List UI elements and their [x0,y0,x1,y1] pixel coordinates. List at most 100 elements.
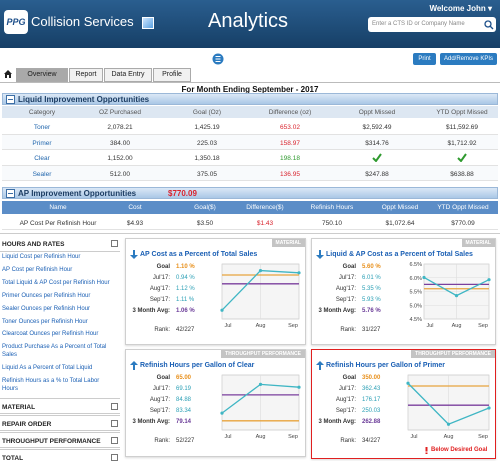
trend-arrow [130,361,138,370]
rank-value: 34/227 [362,438,381,444]
header-bar: PPG Collision Services Analytics Welcome Jo… [0,0,500,48]
metric-value: 1.12 % [176,286,195,292]
metric-value: 1.06 % [176,308,195,314]
table-cell: $247.88 [365,170,389,178]
metric-label: Sep'17: [149,297,170,303]
metric-value: 5.35 % [362,286,381,292]
y-tick-label: 5.5% [409,290,422,296]
sidebar-section[interactable]: REPAIR ORDER [0,415,120,431]
monthly-point [297,385,301,389]
sidebar-link[interactable]: Clearcoat Ounces per Refinish Hour [2,331,99,338]
metric-label: Aug'17: [335,397,356,403]
x-tick-label: Aug [444,434,454,440]
tab-rule [0,82,500,83]
product-name: Collision Services [31,14,134,29]
metric-value: 1.11 % [176,297,195,303]
table-row [2,119,498,135]
sidebar-section[interactable]: HOURS AND RATES [0,236,120,252]
tab[interactable]: Report [69,68,103,82]
sidebar-link[interactable]: Sealer Ounces per Refinish Hour [2,305,91,312]
sidebar-link[interactable]: Liquid As a Percent of Total Liquid [2,365,93,372]
rank-label: Rank: [340,438,356,444]
table-cell: $638.88 [450,170,474,178]
trend-arrow [130,250,138,259]
sidebar-link[interactable]: Refinish Hours as a % to Total Labor Hou… [2,378,100,393]
mini-chart: 6.5% 6.0% 5.5% 5.0% 4.5% Jul Aug Sep [409,262,491,329]
search-box[interactable]: Enter a CTS ID or Company Name [368,17,496,32]
metric-label: Goal [342,375,356,381]
table-cell: 225.03 [197,139,217,147]
search-glass [484,20,492,28]
sidebar: HOURS AND RATES Liquid Cost per Refinish … [0,236,120,461]
toggle-box [111,454,118,461]
x-tick-label: Jul [224,323,231,329]
section-total: $770.09 [168,189,197,198]
x-tick-label: Sep [478,434,488,440]
x-tick-label: Sep [288,434,298,440]
column-header: Goal (Oz) [192,109,222,116]
metric-value: 83.34 [176,408,192,414]
x-tick-label: Jul [426,323,433,329]
sidebar-section-title: THROUGHPUT PERFORMANCE [2,438,101,445]
home-icon [4,70,12,78]
y-tick-label: 4.5% [409,317,422,323]
table-cell: 2,078.21 [107,124,133,131]
monthly-point [220,411,224,415]
kpi-card[interactable]: THROUGHPUT PERFORMANCE Refinish Hours per… [311,349,496,459]
sidebar-section[interactable]: MATERIAL [0,398,120,414]
sidebar-link[interactable]: AP Cost per Refinish Hour [2,266,73,273]
sidebar-link[interactable]: Primer Ounces per Refinish Hour [2,292,91,299]
table-header [2,106,498,118]
button[interactable]: Print [413,53,436,65]
table-cell: $4.93 [126,220,144,227]
arrow-shape [316,361,324,370]
kpi-card[interactable]: THROUGHPUT PERFORMANCE Refinish Hours per… [125,349,306,457]
row-category: Toner [33,124,51,131]
sidebar-link[interactable]: Total Liquid & AP Cost per Refinish Hour [2,279,110,286]
metric-label: Aug'17: [149,397,170,403]
tab[interactable]: Data Entry [104,68,152,82]
section-toggle [111,403,118,410]
metric-label: Jul'17: [152,386,170,392]
column-header: Name [49,204,67,211]
table-cell: $11,592.69 [445,124,479,131]
check-icon [457,153,467,162]
sidebar-section[interactable]: TOTAL [0,449,120,461]
table-cell: $1,072.64 [385,220,415,227]
kpi-card[interactable]: MATERIAL Liquid & AP Cost as a Percent of… [311,238,496,345]
kpi-card[interactable]: MATERIAL AP Cost as a Percent of Total Sa… [125,238,306,345]
sidebar-section[interactable]: THROUGHPUT PERFORMANCE [0,432,120,448]
search-icon [484,20,494,30]
collapse-icon [6,95,15,104]
column-header: Oppt Missed [381,204,419,211]
card-badge: MATERIAL [271,239,305,247]
metric-label: 3 Month Avg: [132,308,170,314]
monthly-point [297,271,301,275]
x-tick-label: Aug [256,434,266,440]
toggle-box [111,420,118,427]
metric-value: 84.88 [176,397,192,403]
tab[interactable]: Profile [153,68,191,82]
column-header: Goal($) [194,204,216,211]
column-header: Oppt Missed [358,109,396,116]
button[interactable]: Add/Remove KPIs [440,53,497,65]
sidebar-link[interactable]: Toner Ounces per Refinish Hour [2,318,88,325]
rank-value: 52/227 [176,438,195,444]
metric-label: 3 Month Avg: [318,308,356,314]
sidebar-link[interactable]: Product Purchase As a Percent of Total S… [2,344,107,359]
metric-label: Jul'17: [338,386,356,392]
home-shape [4,70,12,78]
table-row [2,134,498,150]
table-cell: $1.43 [256,220,274,227]
metric-value: 262.88 [362,419,381,425]
table-row [2,215,498,230]
tab[interactable]: Overview [16,68,68,82]
welcome-menu[interactable]: Welcome John ▾ [429,4,492,13]
table-cell: 1,425.19 [194,124,220,131]
metric-value: 5.60 % [362,264,381,270]
sidebar-section-title: REPAIR ORDER [2,421,52,428]
column-header: YTD Oppt Missed [437,204,489,211]
sidebar-link[interactable]: Liquid Cost per Refinish Hour [2,254,81,260]
rank-label: Rank: [340,327,356,333]
monthly-point [406,381,410,385]
